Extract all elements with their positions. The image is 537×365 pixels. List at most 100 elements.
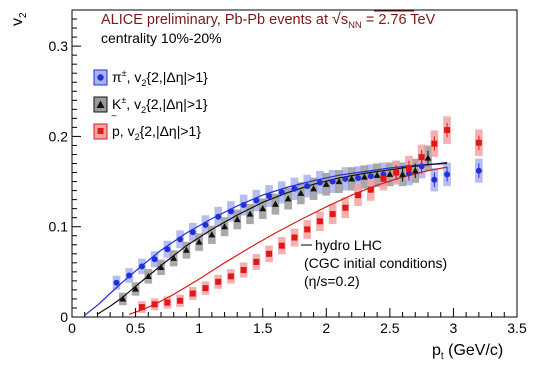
data-point-pion [113, 279, 120, 286]
data-point-kaon [132, 285, 139, 292]
x-tick-label: 2.5 [380, 320, 400, 336]
data-point-kaon [259, 205, 267, 212]
data-point-kaon [399, 170, 406, 177]
data-point-pion [138, 263, 145, 270]
legend-kaon-rest: {2,|Δη|>1} [146, 96, 208, 112]
data-point-pion [418, 163, 425, 170]
data-point-antiproton [367, 186, 374, 193]
data-point-antiproton [138, 304, 145, 311]
data-point-pion [355, 174, 362, 181]
data-point-antiproton [291, 234, 298, 241]
title-s: s [341, 12, 348, 28]
data-point-antiproton [405, 165, 412, 172]
hydro-label-line-2: (CGC initial conditions) [304, 255, 447, 271]
hydro-curve-antiproton [128, 166, 448, 315]
y-tick-label: 0 [60, 309, 68, 325]
data-point-antiproton [444, 127, 451, 134]
data-point-antiproton [215, 278, 222, 285]
title-sqrt-symbol: √ [332, 11, 341, 28]
title-prefix: ALICE preliminary, Pb-Pb events at [101, 12, 332, 28]
x-axis-title-units: (GeV/c) [444, 342, 504, 359]
legend-kaon-charge: ± [121, 95, 126, 105]
legend-pion-label: π±, v2{2,|Δη|>1} [112, 68, 208, 88]
data-point-antiproton [393, 169, 400, 176]
data-point-pion [329, 178, 336, 185]
data-point-kaon [208, 231, 216, 238]
hydro-curve-kaon [97, 162, 448, 315]
data-point-pion [189, 229, 196, 236]
data-point-antiproton [151, 301, 158, 308]
hydro-label-line-1: hydro LHC [315, 237, 382, 253]
axes: 0 0.5 1 1.5 2 2.5 3 3.5 0 0.1 0.2 0.3 [49, 18, 527, 336]
data-point-antiproton [189, 290, 196, 297]
data-point-kaon [144, 272, 152, 279]
x-tick-label: 0 [68, 320, 76, 336]
legend-kaon-label: K±, v2{2,|Δη|>1} [112, 95, 208, 115]
data-point-pion [316, 179, 323, 186]
legend-antiproton-marker [97, 128, 104, 134]
data-point-pion [278, 189, 285, 196]
legend-pion-charge: ± [122, 68, 127, 78]
y-tick-label: 0.1 [49, 219, 69, 235]
data-point-antiproton [278, 242, 285, 249]
x-tick-label: 1 [195, 320, 203, 336]
data-point-antiproton [380, 175, 387, 182]
data-point-kaon [183, 246, 190, 253]
data-point-kaon [119, 295, 127, 302]
legend-antiproton-v-sub: 2 [135, 132, 140, 142]
legend-antiproton-v: , v [120, 123, 135, 139]
data-markers [113, 122, 482, 311]
data-point-antiproton [475, 139, 482, 146]
data-point-pion [240, 202, 247, 209]
data-point-pion [151, 256, 158, 263]
data-point-pion [227, 208, 234, 215]
x-axis-title-sub: t [441, 351, 444, 362]
data-point-antiproton [227, 273, 234, 280]
y-axis-title: v2 [9, 12, 29, 26]
x-tick-label: 3.5 [507, 320, 527, 336]
x-tick-label: 1.5 [253, 320, 273, 336]
x-axis-title-p: p [432, 342, 441, 359]
data-point-antiproton [253, 258, 260, 265]
x-axis-title: pt (GeV/c) [432, 342, 503, 362]
data-point-pion [431, 176, 438, 183]
data-point-kaon [310, 185, 317, 192]
data-point-kaon [424, 154, 432, 161]
data-point-kaon [361, 173, 368, 180]
legend-pion-marker [97, 74, 104, 81]
data-point-pion [266, 193, 273, 200]
legend-kaon-v-sub: 2 [141, 105, 146, 115]
data-point-antiproton [202, 285, 209, 292]
hydro-model-label: hydro LHC (CGC initial conditions) (η/s=… [301, 237, 447, 289]
data-point-kaon [411, 167, 419, 174]
legend-antiproton-label: p, v2{2,|Δη|>1} [112, 123, 201, 142]
chart-subtitle: centrality 10%-20% [101, 30, 222, 46]
y-tick-label: 0.2 [49, 128, 69, 144]
legend-antiproton-rest: {2,|Δη|>1} [140, 123, 202, 139]
data-point-pion [253, 197, 260, 204]
data-point-pion [177, 236, 184, 243]
hydro-curve-pion [84, 162, 448, 316]
legend-entry-antiproton: p, v2{2,|Δη|>1} ‾ [93, 114, 201, 142]
data-point-pion [126, 272, 133, 279]
data-point-kaon [195, 238, 203, 245]
data-point-antiproton [342, 204, 349, 211]
data-point-kaon [246, 210, 254, 217]
legend-pion-v-sub: 2 [141, 78, 146, 88]
data-point-kaon [157, 263, 165, 270]
legend-pion-rest: {2,|Δη|>1} [146, 69, 208, 85]
legend-pion-particle: π [112, 69, 122, 85]
data-point-pion [380, 171, 387, 178]
data-point-kaon [297, 189, 305, 196]
hydro-model-curves [84, 162, 448, 316]
legend-kaon-particle: K [112, 96, 122, 112]
legend-pion-v: , v [127, 69, 142, 85]
title-suffix: = 2.76 TeV [362, 12, 436, 28]
data-point-pion [475, 167, 482, 174]
data-point-kaon [284, 195, 292, 202]
data-point-pion [202, 221, 209, 228]
data-point-antiproton [177, 297, 184, 304]
data-point-pion [215, 213, 222, 220]
hydro-label-line-3: (η/s=0.2) [304, 273, 360, 289]
